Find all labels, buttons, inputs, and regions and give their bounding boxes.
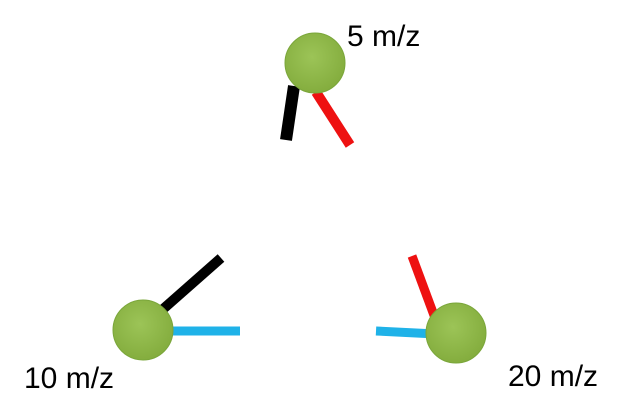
mass-label-top: 5 m/z [347,20,421,53]
node-top [284,32,346,94]
molecule-left [112,254,240,361]
molecule-top [280,32,355,148]
bond-top-red [311,89,355,148]
bond-top-black [280,85,300,141]
mass-label-left: 10 m/z [24,362,115,395]
bond-right-red [407,254,440,320]
mass-label-right: 20 m/z [508,360,599,393]
node-right [425,302,487,364]
molecule-right [375,254,487,364]
node-left [112,299,174,361]
bond-left-black [158,254,225,314]
